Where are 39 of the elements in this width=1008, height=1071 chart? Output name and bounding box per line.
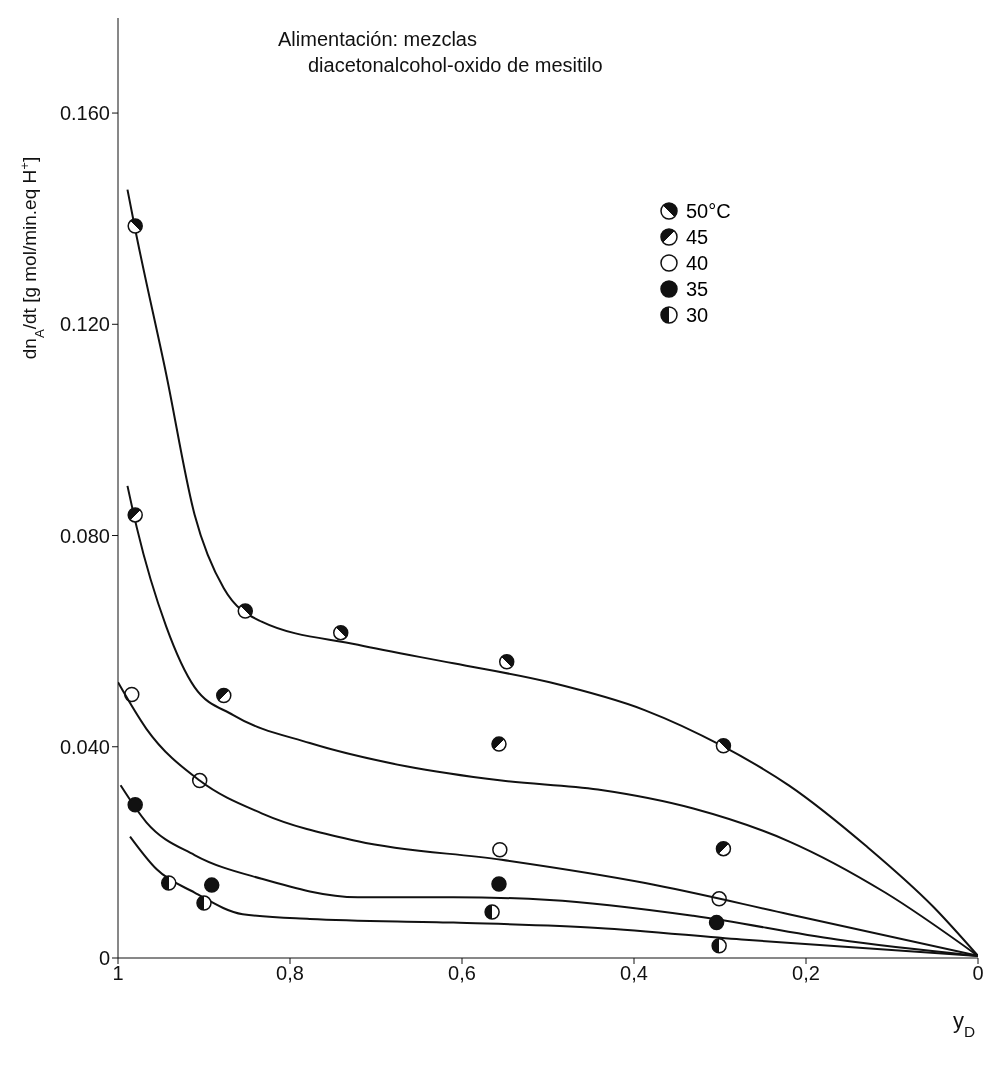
point	[127, 218, 143, 234]
point	[715, 840, 732, 857]
x-tick-label: 0,4	[620, 962, 648, 985]
x-axis-title: y$_{D}$	[953, 1008, 976, 1040]
x-tick-label: 1	[112, 962, 124, 985]
point	[498, 653, 515, 670]
legend-label: 45	[686, 225, 709, 249]
point	[124, 686, 140, 703]
point	[711, 891, 727, 907]
x-tick-label: 0,2	[792, 962, 820, 985]
point	[491, 876, 507, 892]
point	[332, 624, 349, 641]
point	[160, 875, 177, 891]
point	[127, 507, 143, 523]
y-tick-label: 0.160	[59, 102, 110, 125]
point	[708, 914, 725, 931]
x-tick-label: 0,6	[448, 962, 476, 985]
point	[484, 904, 500, 920]
point	[715, 737, 732, 754]
point	[196, 895, 212, 911]
legend-label: 30	[686, 303, 709, 327]
x-tick-label: 0,8	[276, 962, 304, 985]
point	[127, 797, 143, 813]
point	[203, 877, 220, 893]
point	[491, 736, 507, 752]
point	[216, 687, 232, 704]
legend-label: 35	[686, 277, 709, 301]
text: Alimentación: mezclas diacetonalcohol-oxido de mesitilo	[278, 27, 603, 78]
y-tick-label: 0.040	[59, 735, 110, 758]
y-tick-label: 0	[98, 947, 110, 970]
point	[237, 603, 254, 619]
point	[492, 841, 508, 858]
point	[711, 938, 727, 954]
y-tick-label: 0.080	[59, 524, 110, 547]
x-tick-label: 0	[972, 962, 984, 985]
y-tick-label: 0.120	[59, 313, 110, 336]
point	[191, 772, 208, 789]
legend-label: 50°C	[686, 199, 731, 223]
legend-label: 40	[686, 251, 709, 275]
